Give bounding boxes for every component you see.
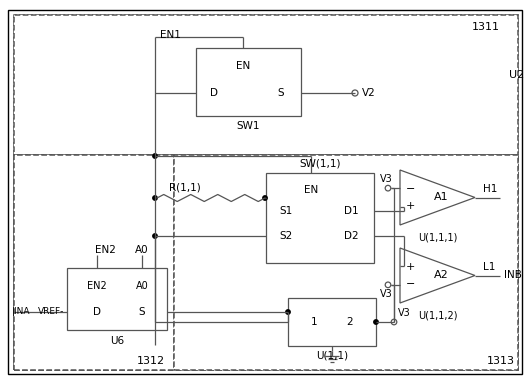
Text: H1: H1 xyxy=(483,183,498,194)
Text: V3: V3 xyxy=(380,289,392,299)
Text: −: − xyxy=(406,279,415,289)
Circle shape xyxy=(374,320,378,324)
Bar xyxy=(174,155,518,370)
Text: |INA: |INA xyxy=(12,308,30,317)
Text: EN: EN xyxy=(236,61,251,71)
Bar xyxy=(14,155,174,370)
Text: D1: D1 xyxy=(344,206,358,216)
Circle shape xyxy=(153,234,157,238)
Text: 1312: 1312 xyxy=(137,356,165,366)
Text: D2: D2 xyxy=(344,231,358,241)
Text: EN1: EN1 xyxy=(160,30,181,40)
Text: S: S xyxy=(139,307,145,317)
Text: S1: S1 xyxy=(279,206,292,216)
Circle shape xyxy=(263,196,267,200)
Text: D: D xyxy=(210,88,218,98)
Bar xyxy=(196,48,301,116)
Text: EN2: EN2 xyxy=(87,281,107,291)
Text: EN: EN xyxy=(304,185,319,195)
Text: 1311: 1311 xyxy=(472,22,500,32)
Text: SW(1,1): SW(1,1) xyxy=(299,158,341,168)
Circle shape xyxy=(153,320,157,324)
Text: A0: A0 xyxy=(135,245,149,255)
Circle shape xyxy=(153,154,157,158)
Text: A2: A2 xyxy=(434,270,449,280)
Circle shape xyxy=(286,310,290,314)
Text: 1313: 1313 xyxy=(487,356,515,366)
Text: D: D xyxy=(93,307,101,317)
Circle shape xyxy=(153,196,157,200)
Text: U(1,1,1): U(1,1,1) xyxy=(418,232,457,242)
Text: U6: U6 xyxy=(110,336,124,346)
Bar xyxy=(14,15,518,155)
Text: A0: A0 xyxy=(135,281,148,291)
Text: V2: V2 xyxy=(362,88,376,98)
Text: 1: 1 xyxy=(311,317,318,327)
Text: U(1,1,2): U(1,1,2) xyxy=(418,310,457,320)
Bar xyxy=(288,298,376,346)
Text: A1: A1 xyxy=(434,193,449,202)
Text: L1: L1 xyxy=(483,262,495,272)
Bar xyxy=(14,155,518,370)
Text: U(1,1): U(1,1) xyxy=(316,351,348,361)
Text: S2: S2 xyxy=(279,231,292,241)
Bar xyxy=(67,268,167,330)
Text: +: + xyxy=(406,262,415,272)
Text: SW1: SW1 xyxy=(237,121,260,131)
Text: 2: 2 xyxy=(346,317,353,327)
Text: VREF-: VREF- xyxy=(38,308,64,317)
Bar xyxy=(266,173,374,263)
Text: INB: INB xyxy=(504,270,522,280)
Text: S: S xyxy=(278,88,284,98)
Text: −: − xyxy=(406,184,415,194)
Text: V3: V3 xyxy=(380,174,392,184)
Text: R(1,1): R(1,1) xyxy=(169,182,201,192)
Text: EN2: EN2 xyxy=(95,245,116,255)
Text: U2: U2 xyxy=(509,70,524,80)
Text: +: + xyxy=(406,201,415,211)
Text: V3: V3 xyxy=(398,308,411,318)
